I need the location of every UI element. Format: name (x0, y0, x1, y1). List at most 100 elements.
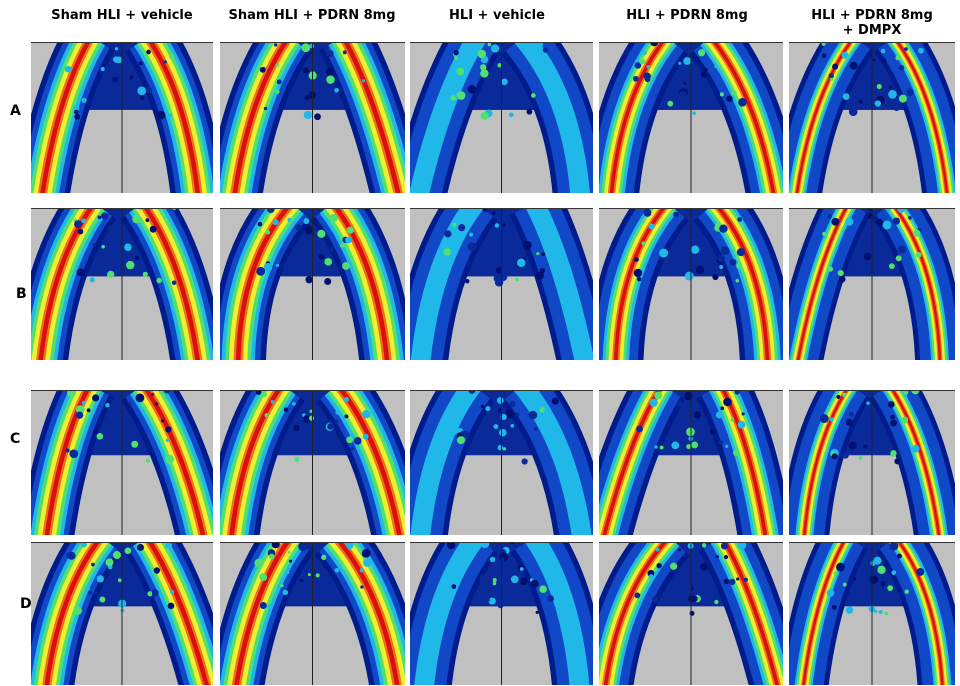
row-label: C (10, 431, 20, 447)
speckle (480, 69, 488, 77)
speckle (308, 573, 311, 576)
speckle (478, 50, 487, 59)
speckle (719, 265, 723, 269)
speckle (498, 602, 504, 608)
speckle (839, 276, 846, 283)
speckle (254, 559, 263, 568)
speckle (887, 585, 893, 591)
speckle (65, 66, 72, 73)
speckle (101, 245, 104, 248)
speckle (717, 255, 724, 262)
speckle (702, 543, 706, 547)
speckle (330, 247, 334, 251)
speckle (710, 428, 717, 435)
speckle (523, 593, 528, 598)
speckle (850, 62, 858, 70)
speckle (637, 277, 641, 281)
speckle (313, 101, 321, 109)
speckle (351, 447, 355, 451)
speckle (866, 401, 870, 405)
speckle (108, 225, 115, 232)
speckle (274, 43, 277, 46)
speckle (490, 557, 495, 562)
perfusion-panel (789, 537, 955, 686)
speckle (832, 453, 838, 459)
speckle (76, 412, 83, 419)
speckle (97, 433, 104, 440)
speckle (74, 114, 80, 120)
speckle (107, 271, 114, 278)
speckle (881, 49, 886, 54)
speckle (495, 223, 499, 227)
speckle (738, 421, 746, 429)
speckle (137, 544, 144, 551)
speckle (899, 95, 907, 103)
speckle (691, 595, 698, 602)
speckle (293, 425, 299, 431)
speckle (136, 393, 145, 402)
speckle (846, 419, 853, 426)
speckle (889, 85, 892, 88)
speckle (891, 570, 896, 575)
speckle (165, 542, 172, 549)
speckle (890, 542, 899, 551)
speckle (87, 408, 91, 412)
speckle (649, 574, 654, 579)
speckle (98, 442, 105, 449)
speckle (137, 86, 146, 95)
speckle (888, 90, 897, 99)
speckle (916, 568, 924, 576)
speckle (327, 50, 334, 57)
speckle (363, 434, 369, 440)
speckle (822, 53, 827, 58)
speckle (77, 268, 85, 276)
perfusion-panel (31, 37, 213, 198)
speckle (490, 247, 494, 251)
perfusion-panel (220, 203, 405, 365)
speckle (742, 412, 745, 415)
speckle (673, 212, 679, 218)
speckle (671, 441, 679, 449)
speckle (875, 100, 881, 106)
speckle (265, 230, 270, 235)
speckle (904, 394, 907, 397)
speckle (92, 394, 99, 401)
perfusion-panel (410, 385, 593, 540)
speckle (536, 252, 539, 255)
speckle (452, 223, 456, 227)
speckle (916, 252, 922, 258)
speckle (895, 55, 900, 60)
speckle (721, 543, 728, 550)
speckle (300, 578, 304, 582)
speckle (268, 604, 273, 609)
speckle (744, 578, 748, 582)
speckle (481, 539, 490, 548)
speckle (843, 583, 847, 587)
speckle (69, 449, 78, 458)
speckle (168, 113, 172, 117)
speckle (531, 93, 536, 98)
speckle (502, 223, 506, 227)
column-header: HLI + PDRN 8mg (592, 8, 782, 23)
speckle (114, 73, 119, 78)
speckle (135, 256, 139, 260)
speckle (725, 445, 728, 448)
speckle (634, 269, 642, 277)
speckle (539, 585, 547, 593)
speckle (154, 567, 160, 573)
speckle (879, 610, 883, 614)
speckle (156, 278, 161, 283)
speckle (520, 577, 528, 585)
perfusion-panel (220, 537, 405, 686)
speckle (289, 560, 292, 563)
speckle (716, 223, 720, 227)
speckle (360, 585, 363, 588)
speckle (264, 107, 267, 110)
speckle (99, 596, 105, 602)
speckle (509, 113, 514, 118)
speckle (534, 427, 538, 431)
speckle (719, 224, 727, 232)
speckle (272, 540, 280, 548)
speckle (679, 91, 687, 99)
speckle (540, 407, 545, 412)
